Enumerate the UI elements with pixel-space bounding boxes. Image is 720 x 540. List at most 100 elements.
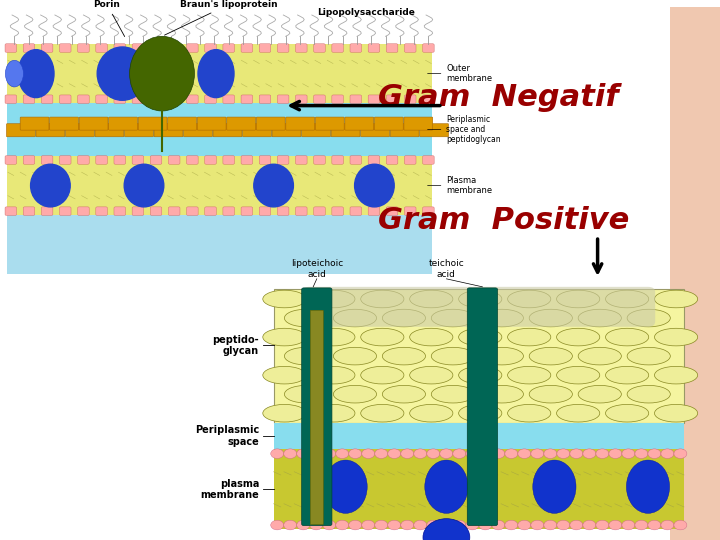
- FancyBboxPatch shape: [5, 44, 17, 52]
- FancyBboxPatch shape: [314, 44, 325, 52]
- FancyBboxPatch shape: [204, 95, 216, 104]
- Circle shape: [596, 520, 609, 530]
- FancyBboxPatch shape: [368, 156, 379, 164]
- Ellipse shape: [312, 290, 355, 308]
- Ellipse shape: [284, 309, 328, 327]
- FancyBboxPatch shape: [204, 207, 216, 215]
- Text: plasma
membrane: plasma membrane: [200, 478, 259, 500]
- Ellipse shape: [312, 404, 355, 422]
- Ellipse shape: [578, 347, 621, 365]
- Circle shape: [375, 520, 388, 530]
- Circle shape: [348, 449, 361, 458]
- FancyBboxPatch shape: [404, 117, 433, 130]
- Circle shape: [336, 520, 348, 530]
- FancyBboxPatch shape: [114, 95, 125, 104]
- Ellipse shape: [198, 50, 234, 98]
- Circle shape: [583, 449, 596, 458]
- FancyBboxPatch shape: [277, 156, 289, 164]
- Ellipse shape: [654, 328, 698, 346]
- Text: Periplasmic
space: Periplasmic space: [195, 426, 259, 447]
- Ellipse shape: [533, 460, 576, 514]
- FancyBboxPatch shape: [96, 44, 107, 52]
- Text: teichoic
acid: teichoic acid: [428, 259, 464, 279]
- Ellipse shape: [410, 404, 453, 422]
- Ellipse shape: [480, 347, 523, 365]
- Circle shape: [271, 520, 284, 530]
- FancyBboxPatch shape: [41, 207, 53, 215]
- FancyBboxPatch shape: [41, 156, 53, 164]
- FancyBboxPatch shape: [60, 44, 71, 52]
- Circle shape: [518, 520, 531, 530]
- Text: Porin: Porin: [94, 0, 125, 37]
- Text: Periplasmic
space and
peptidoglycan: Periplasmic space and peptidoglycan: [428, 114, 501, 145]
- Circle shape: [492, 449, 505, 458]
- Circle shape: [622, 520, 635, 530]
- FancyBboxPatch shape: [168, 95, 180, 104]
- Ellipse shape: [627, 309, 670, 327]
- Circle shape: [427, 520, 440, 530]
- Circle shape: [427, 449, 440, 458]
- FancyBboxPatch shape: [241, 95, 253, 104]
- Circle shape: [310, 449, 323, 458]
- FancyBboxPatch shape: [302, 288, 332, 525]
- FancyBboxPatch shape: [332, 207, 343, 215]
- Circle shape: [557, 449, 570, 458]
- Ellipse shape: [410, 366, 453, 384]
- Circle shape: [271, 449, 284, 458]
- FancyBboxPatch shape: [186, 207, 198, 215]
- Circle shape: [453, 449, 466, 458]
- FancyBboxPatch shape: [186, 44, 198, 52]
- FancyBboxPatch shape: [154, 124, 183, 137]
- FancyBboxPatch shape: [256, 117, 285, 130]
- FancyBboxPatch shape: [259, 156, 271, 164]
- Text: lipoteichoic
acid: lipoteichoic acid: [291, 259, 343, 279]
- Circle shape: [622, 449, 635, 458]
- FancyBboxPatch shape: [423, 95, 434, 104]
- Ellipse shape: [97, 47, 148, 100]
- FancyBboxPatch shape: [295, 207, 307, 215]
- Ellipse shape: [557, 366, 600, 384]
- FancyBboxPatch shape: [23, 44, 35, 52]
- Ellipse shape: [654, 404, 698, 422]
- FancyBboxPatch shape: [150, 44, 162, 52]
- Ellipse shape: [361, 404, 404, 422]
- Ellipse shape: [254, 164, 294, 207]
- Ellipse shape: [627, 386, 670, 403]
- Circle shape: [479, 449, 492, 458]
- FancyBboxPatch shape: [23, 95, 35, 104]
- FancyBboxPatch shape: [223, 95, 235, 104]
- Ellipse shape: [480, 386, 523, 403]
- Ellipse shape: [578, 309, 621, 327]
- Ellipse shape: [284, 386, 328, 403]
- Circle shape: [453, 520, 466, 530]
- Text: Plasma
membrane: Plasma membrane: [428, 176, 492, 195]
- Ellipse shape: [361, 366, 404, 384]
- Text: Outer
membrane: Outer membrane: [428, 64, 492, 83]
- Circle shape: [361, 520, 374, 530]
- FancyBboxPatch shape: [132, 207, 144, 215]
- Circle shape: [648, 449, 661, 458]
- FancyBboxPatch shape: [168, 156, 180, 164]
- Ellipse shape: [606, 290, 649, 308]
- FancyBboxPatch shape: [41, 44, 53, 52]
- FancyBboxPatch shape: [243, 124, 271, 137]
- FancyBboxPatch shape: [223, 156, 235, 164]
- FancyBboxPatch shape: [5, 207, 17, 215]
- Circle shape: [583, 520, 596, 530]
- Ellipse shape: [263, 404, 306, 422]
- Circle shape: [648, 520, 661, 530]
- Ellipse shape: [125, 164, 164, 207]
- FancyBboxPatch shape: [350, 207, 361, 215]
- FancyBboxPatch shape: [78, 156, 89, 164]
- FancyBboxPatch shape: [150, 95, 162, 104]
- Circle shape: [609, 449, 622, 458]
- FancyBboxPatch shape: [23, 207, 35, 215]
- Circle shape: [570, 520, 582, 530]
- FancyBboxPatch shape: [423, 207, 434, 215]
- Ellipse shape: [557, 290, 600, 308]
- FancyBboxPatch shape: [60, 95, 71, 104]
- FancyBboxPatch shape: [184, 124, 212, 137]
- FancyBboxPatch shape: [405, 156, 416, 164]
- Text: Gram  Positive: Gram Positive: [378, 206, 629, 235]
- Circle shape: [479, 520, 492, 530]
